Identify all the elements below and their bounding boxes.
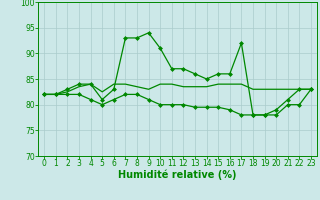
X-axis label: Humidité relative (%): Humidité relative (%) [118,170,237,180]
